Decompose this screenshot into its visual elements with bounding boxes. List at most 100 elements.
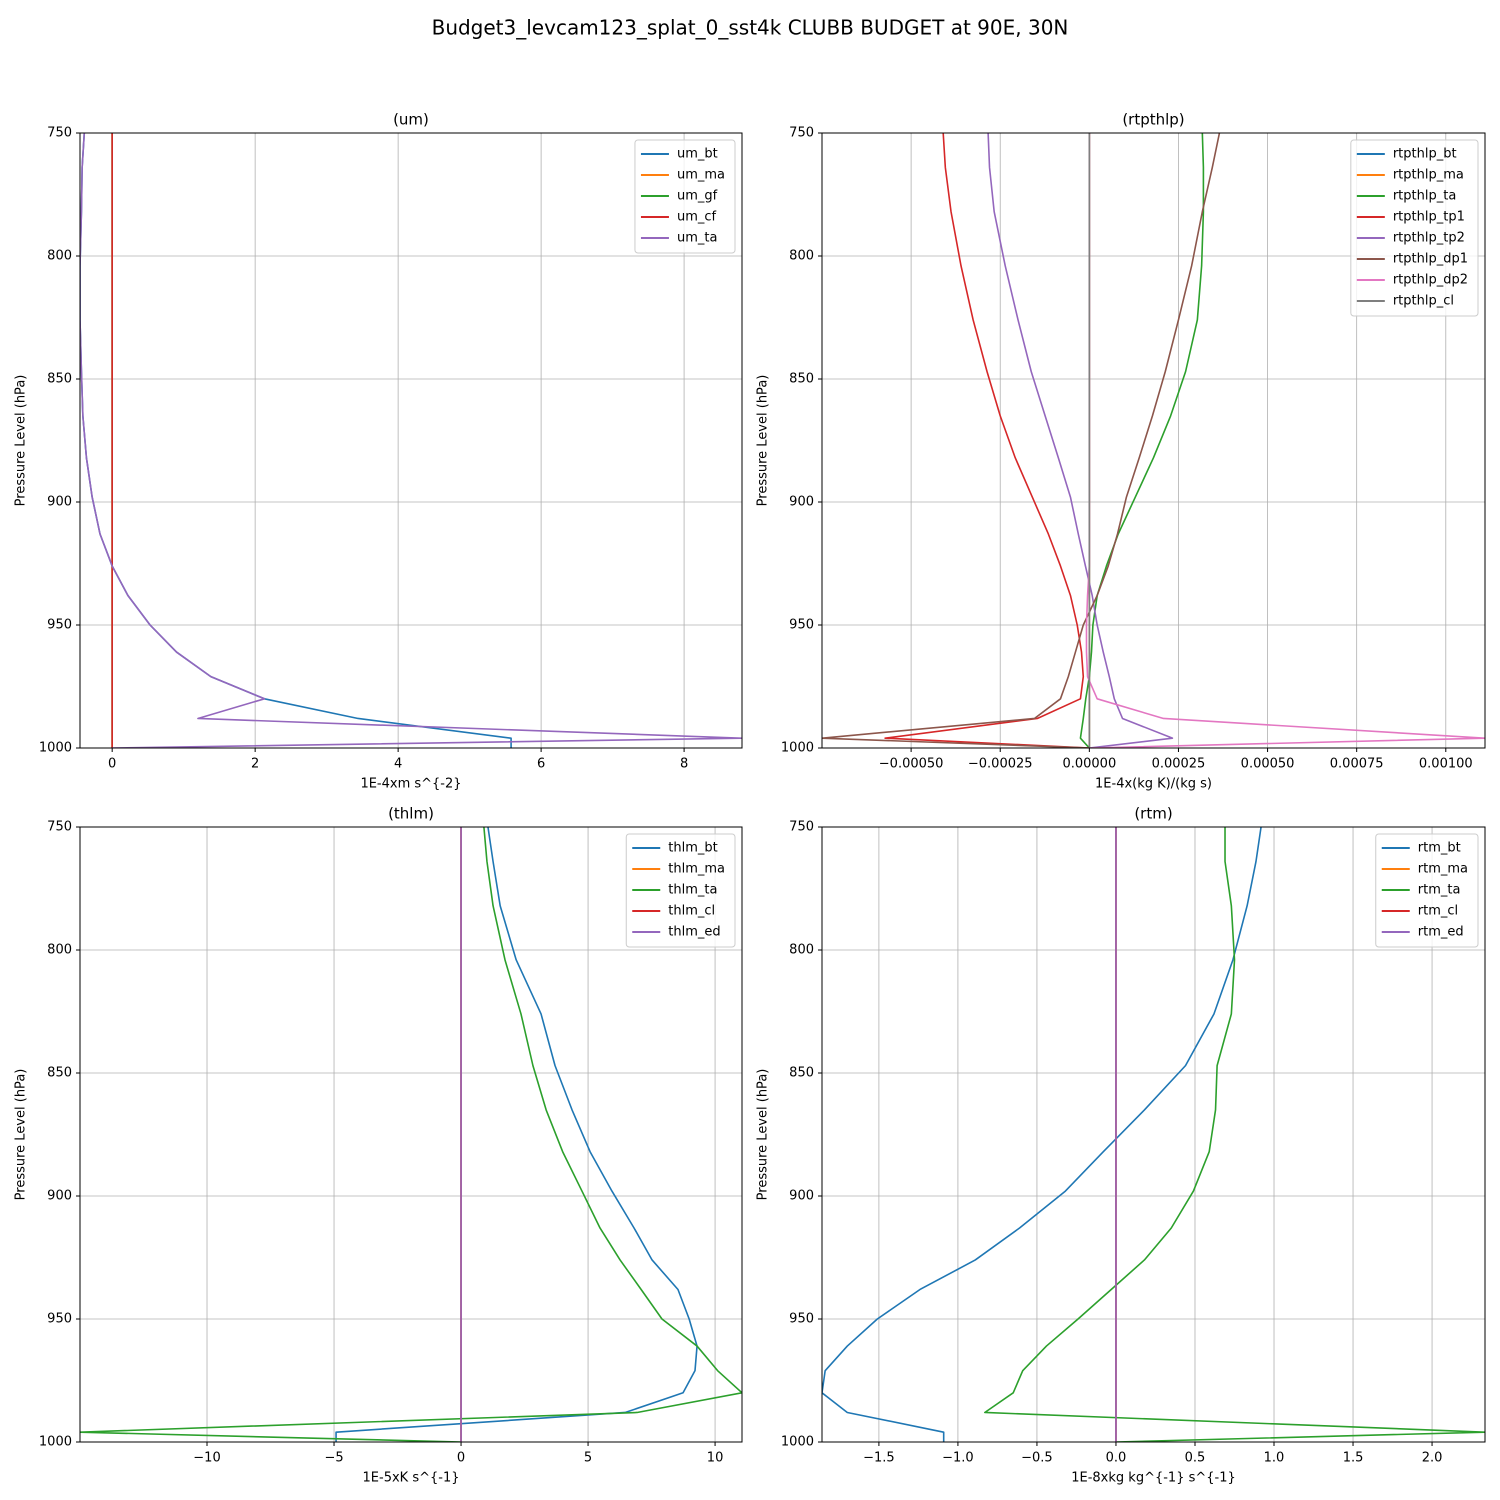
x-tick-label: 0.00025 xyxy=(1152,757,1206,772)
legend-label: thlm_bt xyxy=(668,841,717,856)
x-tick-label: 8 xyxy=(680,757,688,772)
axes-frame xyxy=(79,132,743,749)
x-tick-label: 1.0 xyxy=(1264,1451,1285,1466)
x-axis-label: 1E-5xK s^{-1} xyxy=(363,1471,460,1486)
y-tick-label: 950 xyxy=(47,618,72,633)
subplot-title: (rtm) xyxy=(1134,805,1172,823)
x-tick-label: −0.00025 xyxy=(968,757,1033,772)
data-line xyxy=(983,827,1485,1442)
x-tick-label: 10 xyxy=(707,1451,724,1466)
y-axis-label: Pressure Level (hPa) xyxy=(756,375,771,507)
x-tick-label: −1.0 xyxy=(942,1451,974,1466)
axes-frame xyxy=(821,132,1486,749)
legend: um_bt um_ma um_gf um_cf um_ta xyxy=(634,139,736,254)
x-tick-label: −5 xyxy=(324,1451,343,1466)
legend-label: rtpthlp_dp2 xyxy=(1393,273,1468,288)
axes-frame xyxy=(821,826,1486,1443)
y-tick-label: 900 xyxy=(789,1189,814,1204)
legend-label: um_ta xyxy=(677,231,717,246)
axes-frame xyxy=(79,826,743,1443)
y-tick-label: 800 xyxy=(47,943,72,958)
y-axis-label: Pressure Level (hPa) xyxy=(14,1069,29,1201)
data-line xyxy=(80,827,742,1442)
plot-area xyxy=(80,133,742,748)
legend-label: rtpthlp_ma xyxy=(1393,168,1464,183)
legend-label: rtm_ed xyxy=(1418,925,1464,940)
y-tick-label: 800 xyxy=(789,943,814,958)
y-tick-label: 750 xyxy=(789,126,814,141)
data-line xyxy=(822,133,1221,748)
x-tick-label: 4 xyxy=(394,757,402,772)
legend-label: um_cf xyxy=(677,210,717,225)
y-axis-label: Pressure Level (hPa) xyxy=(756,1069,771,1201)
data-line xyxy=(822,827,1262,1442)
x-axis-label: 1E-4xm s^{-2} xyxy=(360,777,461,792)
legend-label: thlm_cl xyxy=(668,904,715,919)
legend-label: um_bt xyxy=(677,147,718,162)
x-tick-label: 6 xyxy=(537,757,545,772)
legend-box xyxy=(634,139,736,254)
y-tick-label: 1000 xyxy=(781,1435,814,1450)
legend-box xyxy=(1350,139,1479,317)
data-line xyxy=(987,133,1174,748)
subplot-title: (thlm) xyxy=(388,805,434,823)
y-tick-label: 750 xyxy=(47,820,72,835)
legend-box xyxy=(1375,833,1479,948)
x-tick-label: 0 xyxy=(457,1451,465,1466)
y-tick-label: 850 xyxy=(47,372,72,387)
y-tick-label: 850 xyxy=(789,1066,814,1081)
legend-label: thlm_ma xyxy=(668,862,725,877)
y-tick-label: 800 xyxy=(47,249,72,264)
y-tick-label: 1000 xyxy=(781,741,814,756)
plot-area xyxy=(822,133,1485,748)
legend-label: thlm_ta xyxy=(668,883,717,898)
y-tick-label: 950 xyxy=(789,1312,814,1327)
data-line xyxy=(884,133,1090,748)
y-tick-label: 950 xyxy=(789,618,814,633)
x-tick-label: −10 xyxy=(193,1451,220,1466)
subplot-title: (rtpthlp) xyxy=(1122,111,1184,129)
x-tick-label: 0.00050 xyxy=(1241,757,1295,772)
legend-label: um_ma xyxy=(677,168,725,183)
data-line xyxy=(80,133,512,748)
x-tick-label: −0.00050 xyxy=(879,757,944,772)
data-line xyxy=(80,133,742,748)
y-tick-label: 750 xyxy=(789,820,814,835)
x-tick-label: 0.00100 xyxy=(1419,757,1473,772)
legend-label: rtpthlp_tp1 xyxy=(1393,210,1465,225)
y-tick-label: 850 xyxy=(789,372,814,387)
legend-label: rtpthlp_cl xyxy=(1393,294,1454,309)
x-tick-label: 5 xyxy=(584,1451,592,1466)
legend-label: um_gf xyxy=(677,189,718,204)
legend-label: thlm_ed xyxy=(668,925,720,940)
y-tick-label: 950 xyxy=(47,1312,72,1327)
x-axis-label: 1E-4x(kg K)/(kg s) xyxy=(1095,777,1212,792)
plot-area xyxy=(822,827,1485,1442)
legend-label: rtm_bt xyxy=(1418,841,1461,856)
x-tick-label: 0.5 xyxy=(1185,1451,1206,1466)
x-axis-label: 1E-8xkg kg^{-1} s^{-1} xyxy=(1071,1471,1236,1486)
legend: rtpthlp_bt rtpthlp_ma rtpthlp_ta rtpthlp_tp… xyxy=(1350,139,1479,317)
legend-label: rtpthlp_ta xyxy=(1393,189,1456,204)
y-tick-label: 750 xyxy=(47,126,72,141)
y-axis-label: Pressure Level (hPa) xyxy=(14,375,29,507)
legend: rtm_bt rtm_ma rtm_ta rtm_cl rtm_ed xyxy=(1375,833,1479,948)
x-tick-label: 0.00000 xyxy=(1062,757,1116,772)
y-tick-label: 900 xyxy=(789,495,814,510)
legend: thlm_bt thlm_ma thlm_ta thlm_cl thlm_ed xyxy=(625,833,736,948)
legend-label: rtm_cl xyxy=(1418,904,1458,919)
figure-title: Budget3_levcam123_splat_0_sst4k CLUBB BU… xyxy=(432,16,1069,40)
legend-label: rtpthlp_bt xyxy=(1393,147,1457,162)
data-line xyxy=(1079,133,1205,748)
x-tick-label: 0 xyxy=(108,757,116,772)
x-tick-label: 2 xyxy=(251,757,259,772)
legend-label: rtpthlp_tp2 xyxy=(1393,231,1465,246)
y-tick-label: 1000 xyxy=(39,1435,72,1450)
y-tick-label: 800 xyxy=(789,249,814,264)
x-tick-label: −1.5 xyxy=(863,1451,895,1466)
legend-box xyxy=(625,833,736,948)
y-tick-label: 1000 xyxy=(39,741,72,756)
subplot-title: (um) xyxy=(393,111,429,129)
y-tick-label: 900 xyxy=(47,1189,72,1204)
